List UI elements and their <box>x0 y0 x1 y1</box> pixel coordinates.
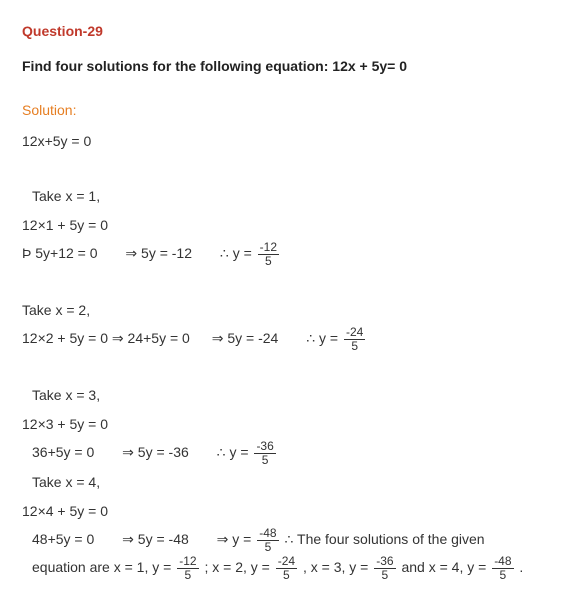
question-text: Find four solutions for the following eq… <box>22 53 540 80</box>
conclusion-frac3-den: 5 <box>374 569 395 582</box>
case2-therefore: ∴ y = <box>306 330 342 346</box>
case3-line-a: 36+5y = 0 <box>32 444 94 460</box>
case4-line-c: ⇒ y = <box>217 531 256 547</box>
case2-sub-b: ⇒ 24+5y = 0 <box>112 330 190 346</box>
conclusion-frac2-num: -24 <box>276 555 297 569</box>
conclusion-frac3-num: -36 <box>374 555 395 569</box>
case2-take: Take x = 2, <box>22 297 540 324</box>
conclusion-p2: ; x = 2, y = <box>204 559 273 575</box>
equation-initial: 12x+5y = 0 <box>22 128 540 155</box>
case1-frac: -12 5 <box>258 241 279 268</box>
case4-derive: 48+5y = 0 ⇒ 5y = -48 ⇒ y = -48 5 ∴ The f… <box>32 526 540 582</box>
case1-derive: Þ 5y+12 = 0 ⇒ 5y = -12 ∴ y = -12 5 <box>22 240 540 268</box>
case3-line-b: ⇒ 5y = -36 <box>122 444 189 460</box>
case3-derive: 36+5y = 0 ⇒ 5y = -36 ∴ y = -36 5 <box>32 439 540 467</box>
case3-take: Take x = 3, <box>32 382 540 409</box>
conclusion-p3: , x = 3, y = <box>303 559 372 575</box>
case4-frac-num: -48 <box>257 527 278 541</box>
solution-label: Solution: <box>22 97 540 124</box>
case4-frac: -48 5 <box>257 527 278 554</box>
case4-line-a: 48+5y = 0 <box>32 531 94 547</box>
case3-frac-num: -36 <box>254 440 275 454</box>
case2-frac-num: -24 <box>344 326 365 340</box>
conclusion-p4: and x = 4, y = <box>401 559 490 575</box>
case1-line-b: ⇒ 5y = -12 <box>125 245 192 261</box>
case2-derive: 12×2 + 5y = 0 ⇒ 24+5y = 0 ⇒ 5y = -24 ∴ y… <box>22 325 540 353</box>
case4-sub: 12×4 + 5y = 0 <box>22 498 540 525</box>
question-number: Question-29 <box>22 18 540 45</box>
conclusion-frac4-num: -48 <box>492 555 513 569</box>
conclusion-period: . <box>519 559 523 575</box>
conclusion-frac2: -24 5 <box>276 555 297 582</box>
case3-frac: -36 5 <box>254 440 275 467</box>
case2-sub-c: ⇒ 5y = -24 <box>212 330 279 346</box>
case3-therefore: ∴ y = <box>217 444 253 460</box>
conclusion-frac3: -36 5 <box>374 555 395 582</box>
case1-therefore: ∴ y = <box>220 245 256 261</box>
case1-line-a: Þ 5y+12 = 0 <box>22 245 98 261</box>
case3-sub: 12×3 + 5y = 0 <box>22 411 540 438</box>
case1-frac-num: -12 <box>258 241 279 255</box>
case3-frac-den: 5 <box>254 454 275 467</box>
conclusion-frac1-num: -12 <box>177 555 198 569</box>
case2-sub-a: 12×2 + 5y = 0 <box>22 330 108 346</box>
case1-take: Take x = 1, <box>32 183 540 210</box>
case4-line-b: ⇒ 5y = -48 <box>122 531 189 547</box>
conclusion-frac2-den: 5 <box>276 569 297 582</box>
case2-frac: -24 5 <box>344 326 365 353</box>
conclusion-frac4: -48 5 <box>492 555 513 582</box>
conclusion-frac4-den: 5 <box>492 569 513 582</box>
case4-take: Take x = 4, <box>32 469 540 496</box>
case1-sub: 12×1 + 5y = 0 <box>22 212 540 239</box>
conclusion-frac1: -12 5 <box>177 555 198 582</box>
case4-frac-den: 5 <box>257 541 278 554</box>
case2-frac-den: 5 <box>344 340 365 353</box>
conclusion-frac1-den: 5 <box>177 569 198 582</box>
case1-frac-den: 5 <box>258 255 279 268</box>
